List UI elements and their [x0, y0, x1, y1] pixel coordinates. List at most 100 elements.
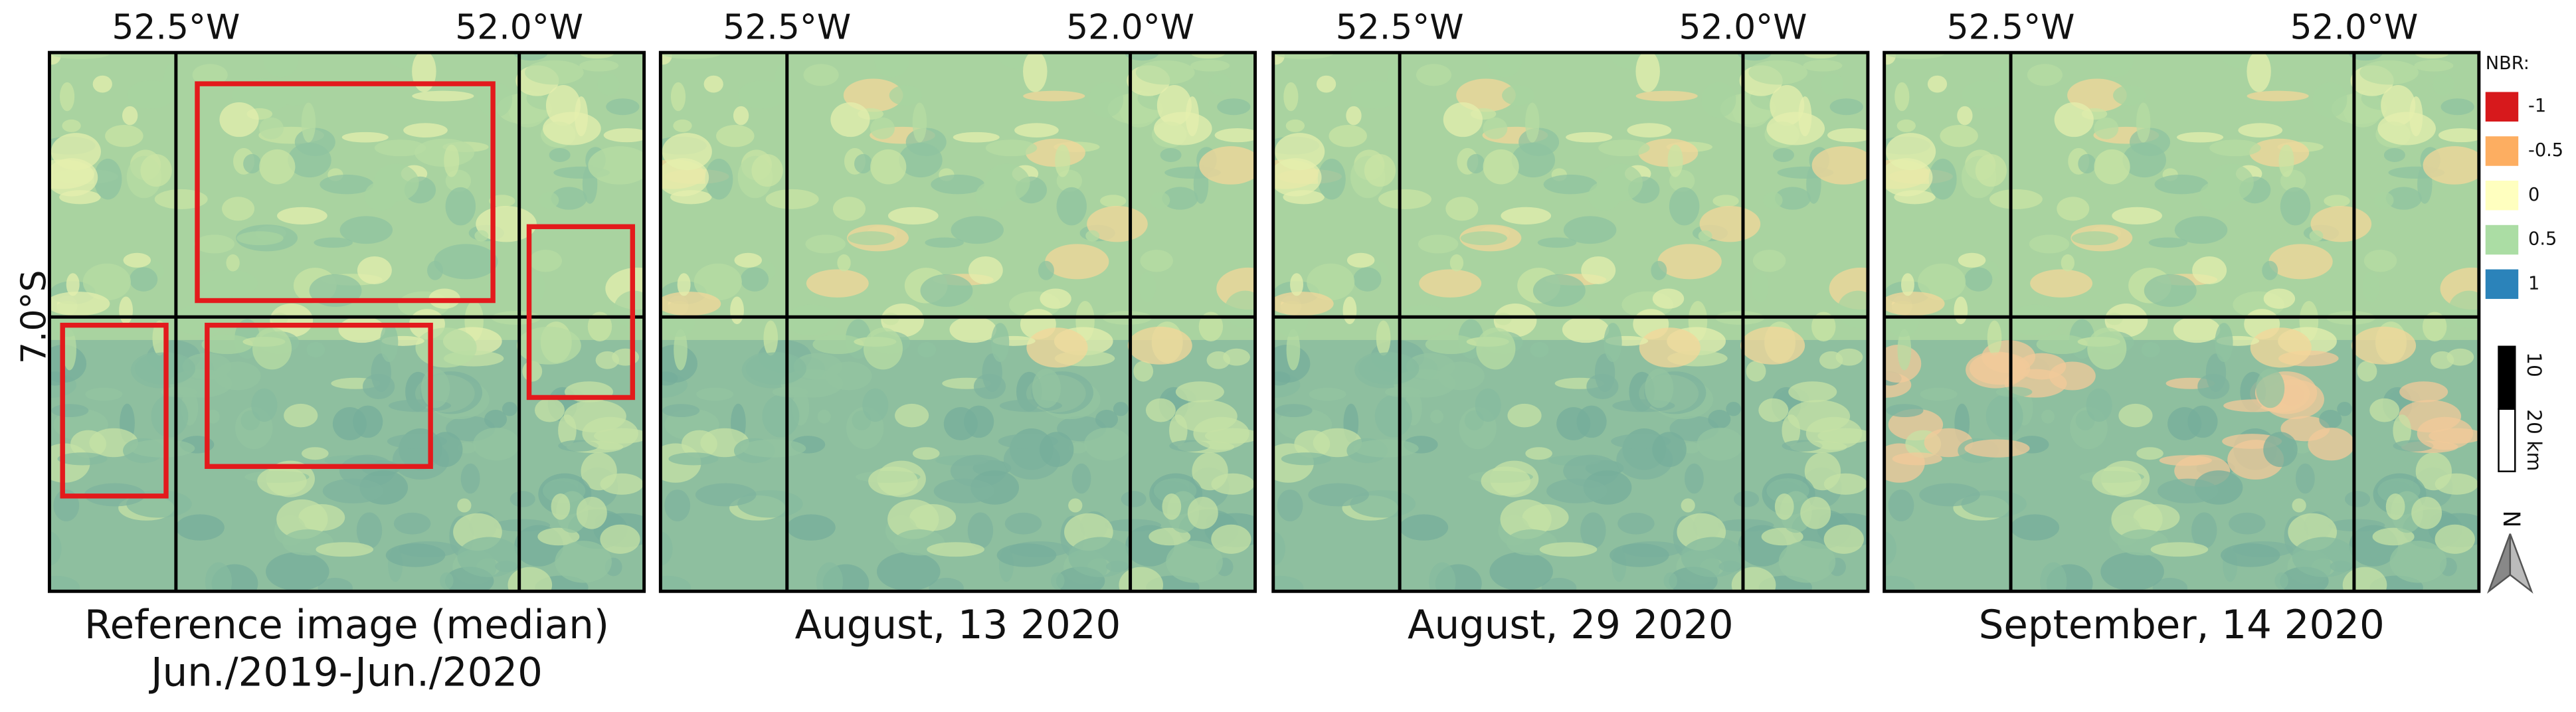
land-patch — [2054, 102, 2094, 137]
land-patch — [1273, 158, 1322, 197]
land-patch — [1541, 578, 1577, 592]
land-patch — [322, 478, 384, 503]
land-patch — [316, 542, 374, 557]
land-patch — [1635, 52, 1660, 92]
scale-bar-segment — [2498, 408, 2516, 472]
land-patch — [1698, 230, 1712, 242]
land-patch — [49, 292, 110, 316]
land-patch — [140, 154, 172, 187]
land-patch — [1985, 395, 2023, 438]
land-patch — [1145, 398, 1176, 422]
land-patch — [1307, 263, 1355, 301]
land-patch — [1429, 562, 1456, 592]
north-arrow — [2487, 533, 2512, 594]
land-patch — [2136, 102, 2151, 143]
land-patch — [951, 216, 1004, 244]
land-patch — [1546, 478, 1608, 503]
panel-frame — [1883, 50, 2481, 593]
scale-bar-segment — [2498, 345, 2516, 410]
land-patch — [803, 64, 839, 86]
land-patch — [1273, 531, 1286, 566]
land-patch — [985, 139, 1038, 157]
land-patch — [2344, 491, 2371, 507]
land-patch — [1026, 138, 1085, 167]
land-patch — [1023, 52, 1048, 92]
land-patch — [380, 323, 399, 363]
land-patch — [1734, 491, 1760, 507]
land-patch — [1087, 206, 1148, 242]
land-patch — [1821, 73, 1843, 96]
land-patch — [2177, 132, 2224, 143]
land-patch — [259, 117, 284, 139]
land-patch — [925, 237, 964, 248]
land-patch — [2268, 244, 2333, 280]
land-patch — [1045, 244, 1109, 280]
land-patch — [1604, 323, 1622, 363]
land-patch — [1051, 572, 1065, 590]
land-patch — [2094, 117, 2119, 139]
land-patch — [278, 85, 311, 106]
land-patch — [1627, 123, 1672, 137]
land-patch — [1449, 254, 1464, 272]
land-patch — [2017, 353, 2067, 380]
land-patch — [2448, 290, 2479, 328]
land-patch — [306, 341, 325, 358]
land-patch — [1827, 128, 1868, 143]
land-patch — [863, 327, 903, 370]
land-patch — [830, 102, 870, 137]
land-patch — [152, 320, 167, 356]
land-patch — [1811, 146, 1868, 185]
land-patch — [1416, 64, 1452, 86]
land-patch — [2141, 341, 2160, 358]
land-patch — [1121, 491, 1147, 507]
land-patch — [1684, 463, 1704, 494]
legend-swatch — [2485, 269, 2519, 300]
land-patch — [2144, 274, 2197, 307]
land-patch — [816, 562, 844, 592]
land-patch — [889, 85, 922, 106]
land-patch — [457, 498, 472, 513]
land-patch — [1588, 181, 1621, 211]
land-patch — [1562, 316, 1610, 343]
land-patch — [664, 490, 691, 521]
land-patch — [2010, 514, 2060, 541]
land-patch — [301, 102, 316, 143]
land-patch — [1638, 138, 1699, 167]
land-patch — [2363, 271, 2380, 302]
land-patch — [549, 147, 571, 162]
land-patch — [2087, 327, 2127, 370]
land-patch — [975, 181, 1008, 211]
land-patch — [1154, 112, 1212, 145]
land-patch — [161, 387, 198, 398]
land-patch — [660, 292, 721, 316]
land-patch — [2098, 52, 2134, 78]
land-patch — [1752, 250, 1786, 272]
legend-label: 0 — [2528, 185, 2539, 205]
land-patch — [2209, 139, 2261, 157]
land-patch — [895, 403, 929, 428]
land-patch — [49, 531, 62, 566]
land-patch — [660, 531, 673, 566]
legend-label: 1 — [2528, 273, 2539, 294]
land-patch — [1443, 102, 1483, 137]
land-patch — [2040, 562, 2067, 592]
land-patch — [558, 414, 577, 447]
panel-frame — [1271, 50, 1870, 593]
land-patch — [374, 139, 426, 157]
land-patch — [982, 353, 1002, 393]
land-patch — [2238, 123, 2283, 137]
land-patch — [1160, 147, 1182, 162]
land-patch — [843, 78, 903, 112]
land-patch — [1481, 466, 1531, 496]
land-patch — [1987, 320, 2002, 356]
land-patch — [2104, 303, 2148, 337]
land-patch — [1275, 404, 1313, 418]
land-patch — [1837, 290, 1868, 328]
land-patch — [1014, 123, 1059, 137]
land-patch — [597, 73, 620, 96]
land-patch — [734, 252, 763, 268]
land-patch — [1645, 368, 1674, 408]
land-patch — [2274, 572, 2288, 590]
land-patch — [1206, 351, 1231, 369]
land-patch — [1283, 82, 1299, 112]
